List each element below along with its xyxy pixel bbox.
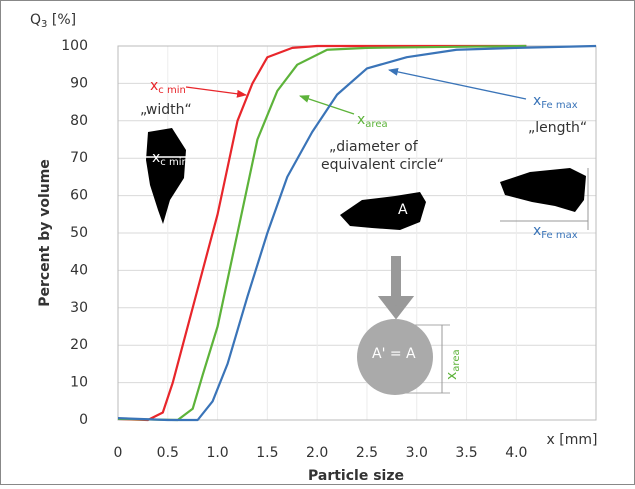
y-tick-label: 50 — [70, 225, 88, 241]
x-unit: x [mm] — [547, 432, 598, 448]
y-tick-label: 70 — [70, 150, 88, 166]
x-tick-label: 0.5 — [157, 445, 179, 461]
y-tick-label: 90 — [70, 75, 88, 91]
y-axis-title: Percent by volume — [37, 159, 53, 307]
label: A — [398, 202, 408, 218]
y-tick-label: 60 — [70, 188, 88, 204]
x-tick-label: 3.5 — [455, 445, 477, 461]
chart: 0 10 20 30 40 50 60 70 80 90 100 0 0.5 1.0 1.5 2.0 2.5 3.… — [0, 0, 635, 485]
label: Q3 [%] — [30, 12, 76, 30]
label-sub: c min — [160, 157, 188, 168]
label: A' = A — [372, 346, 416, 362]
y-tick-label: 30 — [70, 300, 88, 316]
x-tick-label: 4.0 — [505, 445, 527, 461]
label-sub: c min — [158, 85, 186, 96]
label-main: x — [357, 112, 365, 128]
x-tick-label: 2.5 — [356, 445, 378, 461]
label-main: Q — [30, 12, 41, 28]
y-tick-label: 0 — [79, 412, 88, 428]
label-main: A — [398, 202, 408, 218]
label-main: x — [150, 78, 158, 94]
y-tick-label: 80 — [70, 113, 88, 129]
x-axis-title: Particle size — [308, 468, 404, 484]
label-sub: area — [451, 349, 462, 371]
label-sub: Fe max — [541, 230, 577, 241]
y-tick-label: 20 — [70, 337, 88, 353]
label-rest: [%] — [47, 12, 76, 28]
y-tick-label: 40 — [70, 262, 88, 278]
label-main: x — [152, 150, 160, 166]
label-main: x — [533, 223, 541, 239]
x-tick-label: 1.5 — [256, 445, 278, 461]
x-tick-label: 2.0 — [306, 445, 328, 461]
label-sub: Fe max — [541, 100, 577, 111]
x-tick-label: 3.0 — [406, 445, 428, 461]
y-tick-label: 10 — [70, 375, 88, 391]
x-tick-label: 1.0 — [206, 445, 228, 461]
annotation-note: equivalent circle“ — [321, 157, 444, 173]
label-main: x — [533, 93, 541, 109]
annotation-note: „length“ — [528, 120, 587, 136]
label-sub: area — [365, 119, 387, 130]
x-tick-label: 0 — [114, 445, 123, 461]
y-tick-label: 100 — [61, 38, 88, 54]
annotation-note: „diameter of — [329, 139, 419, 155]
label-main: A' = A — [372, 346, 416, 362]
label-main: x — [444, 372, 460, 380]
annotation-note: „width“ — [140, 102, 192, 118]
